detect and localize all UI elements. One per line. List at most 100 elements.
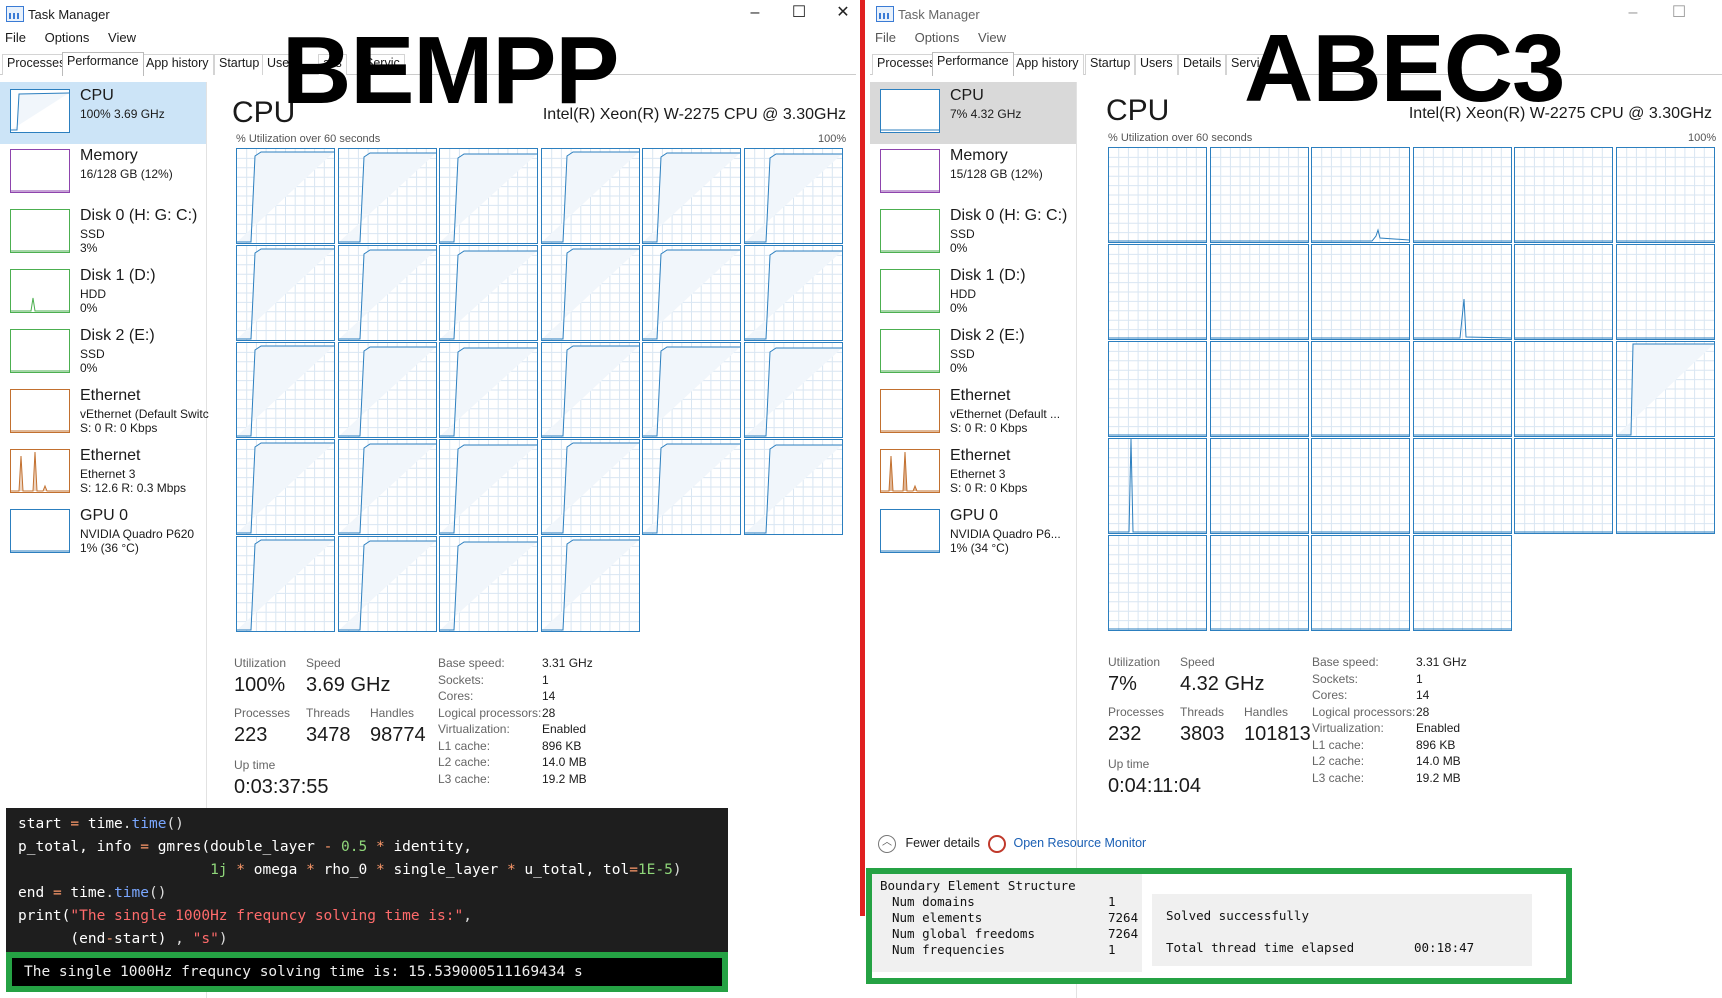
- chevron-up-icon: ︿: [878, 835, 896, 853]
- code-line: end = time.time(): [18, 885, 167, 901]
- structure-panel: Boundary Element Structure Num domains 1 N…: [872, 874, 1142, 972]
- sidebar-item-detail: SSD: [80, 227, 105, 241]
- fewer-details-link[interactable]: ︿ Fewer details: [878, 835, 980, 853]
- tab-users[interactable]: Use: [262, 54, 295, 75]
- tab-services[interactable]: Servic: [360, 54, 405, 75]
- tab-performance[interactable]: Performance: [932, 52, 1014, 76]
- sidebar-item-gpu-0[interactable]: GPU 0 NVIDIA Quadro P620 1% (36 °C): [0, 502, 206, 564]
- resource-sidebar: CPU 7% 4.32 GHz Memory 15/128 GB (12%) Disk …: [870, 82, 1077, 998]
- tab-startup[interactable]: Startup: [214, 54, 265, 75]
- cpu-usage-line: [643, 443, 740, 534]
- maximize-button[interactable]: ☐: [791, 4, 807, 21]
- close-button[interactable]: ✕: [836, 4, 850, 21]
- sidebar-item-cpu[interactable]: CPU 7% 4.32 GHz: [870, 82, 1076, 144]
- cpu-usage-line: [744, 347, 842, 437]
- logical-processor-graph: [642, 245, 741, 341]
- logical-processor-graph: [1615, 244, 1715, 340]
- spec-label: Logical processors:: [438, 705, 542, 720]
- sidebar-item-label: GPU 0: [80, 507, 129, 524]
- sidebar-item-disk-2-e-[interactable]: Disk 2 (E:) SSD 0%: [870, 322, 1076, 384]
- resource-monitor-icon: [988, 835, 1006, 853]
- threads-value: 3803: [1180, 723, 1225, 745]
- solver-status-panel: Solved successfully Total thread time el…: [1152, 894, 1532, 966]
- logical-processor-graph: [1615, 438, 1715, 534]
- sidebar-item-ethernet[interactable]: Ethernet Ethernet 3 S: 12.6 R: 0.3 Mbps: [0, 442, 206, 504]
- fewer-details-label: Fewer details: [905, 836, 980, 851]
- bempp-overlay-label: BEMPP: [282, 17, 619, 124]
- cpu-usage-line: [541, 539, 639, 631]
- menu-file[interactable]: File: [875, 30, 896, 45]
- spec-label: Base speed:: [1312, 655, 1379, 669]
- handles-value: 101813: [1244, 723, 1311, 745]
- structure-row-value: 7264: [1108, 926, 1139, 941]
- tab-startup[interactable]: Startup: [1085, 54, 1136, 75]
- sidebar-item-ethernet[interactable]: Ethernet Ethernet 3 S: 0 R: 0 Kbps: [870, 442, 1076, 504]
- minimize-button[interactable]: –: [750, 4, 760, 21]
- tab-details[interactable]: Details: [1178, 54, 1227, 75]
- menu-file[interactable]: File: [5, 30, 26, 45]
- logical-processor-graph: [1311, 147, 1410, 243]
- spec-label: L2 cache:: [1312, 754, 1365, 768]
- program-output: The single 1000Hz frequncy solving time …: [24, 964, 583, 980]
- sidebar-item-detail: S: 12.6 R: 0.3 Mbps: [80, 481, 187, 495]
- open-resource-monitor-label: Open Resource Monitor: [1013, 836, 1147, 851]
- sidebar-item-detail: SSD: [950, 347, 975, 361]
- logical-processor-graph: [1108, 438, 1207, 534]
- tab-processes[interactable]: Processes: [872, 54, 941, 75]
- spec-value: 14: [542, 689, 556, 703]
- sidebar-item-detail: 15/128 GB (12%): [950, 167, 1043, 181]
- tab-app-history[interactable]: App history: [141, 54, 214, 75]
- sidebar-item-gpu-0[interactable]: GPU 0 NVIDIA Quadro P6... 1% (34 °C): [870, 502, 1076, 564]
- elapsed-label: Total thread time elapsed: [1166, 940, 1355, 955]
- cpu-model: Intel(R) Xeon(R) W-2275 CPU @ 3.30GHz: [1408, 105, 1712, 122]
- cpu-usage-line: [1109, 439, 1206, 533]
- spec-value: 14.0 MB: [542, 755, 587, 769]
- structure-row-value: 1: [1108, 894, 1116, 909]
- menu-options[interactable]: Options: [44, 30, 90, 45]
- tab-users[interactable]: Users: [1135, 54, 1178, 75]
- tab-processes[interactable]: Processes: [2, 54, 71, 75]
- spec-value: 28: [1416, 704, 1430, 719]
- sidebar-item-disk-0-h-g-c-[interactable]: Disk 0 (H: G: C:) SSD 3%: [0, 202, 206, 264]
- tab-strip: Processes Performance App history Startu…: [870, 52, 1722, 76]
- sidebar-item-memory[interactable]: Memory 15/128 GB (12%): [870, 142, 1076, 204]
- logical-processor-graph: [1412, 438, 1512, 534]
- logical-processor-graph: [1209, 535, 1309, 631]
- maximize-button[interactable]: ☐: [1671, 4, 1687, 21]
- sidebar-item-ethernet[interactable]: Ethernet vEthernet (Default Switc S: 0 R: …: [0, 382, 209, 444]
- tab-services[interactable]: Servi: [1226, 54, 1265, 75]
- sidebar-item-detail: 0%: [950, 241, 968, 255]
- sidebar-item-cpu[interactable]: CPU 100% 3.69 GHz: [0, 82, 206, 144]
- cpu-model: Intel(R) Xeon(R) W-2275 CPU @ 3.30GHz: [542, 106, 846, 123]
- logical-processor-graph: [439, 342, 538, 438]
- tab-app-history[interactable]: App history: [1011, 54, 1084, 75]
- cpu-usage-line: [1312, 228, 1409, 242]
- logical-processor-graph: [1108, 147, 1207, 243]
- sidebar-item-label: Ethernet: [80, 447, 141, 464]
- processes-label: Processes: [234, 706, 291, 720]
- logical-processor-graph: [642, 148, 741, 244]
- minimize-button[interactable]: –: [1628, 4, 1638, 21]
- python-code-snippet: start = time.time() p_total, info = gmre…: [6, 808, 728, 952]
- menu-view[interactable]: View: [978, 30, 1006, 45]
- logical-processor-graph: [337, 148, 437, 244]
- menu-options[interactable]: Options: [914, 30, 960, 45]
- open-resource-monitor-link[interactable]: Open Resource Monitor: [988, 835, 1146, 853]
- cpu-usage-line: [338, 152, 436, 243]
- spec-label: Cores:: [438, 689, 474, 703]
- cpu-usage-line: [744, 444, 842, 534]
- logical-processor-graph: [236, 439, 335, 535]
- sidebar-item-disk-0-h-g-c-[interactable]: Disk 0 (H: G: C:) SSD 0%: [870, 202, 1076, 264]
- title-bar: Task Manager – ☐: [870, 0, 1722, 28]
- logical-processor-graph: [743, 148, 843, 244]
- tab-details[interactable]: ails: [318, 54, 347, 75]
- sidebar-item-disk-2-e-[interactable]: Disk 2 (E:) SSD 0%: [0, 322, 206, 384]
- sidebar-item-disk-1-d-[interactable]: Disk 1 (D:) HDD 0%: [870, 262, 1076, 324]
- sidebar-item-ethernet[interactable]: Ethernet vEthernet (Default ... S: 0 R: 0 …: [870, 382, 1076, 444]
- menu-view[interactable]: View: [108, 30, 136, 45]
- tab-performance[interactable]: Performance: [62, 52, 144, 76]
- logical-processor-graph: [236, 148, 335, 244]
- structure-row-label: Num domains: [892, 894, 975, 909]
- sidebar-item-disk-1-d-[interactable]: Disk 1 (D:) HDD 0%: [0, 262, 206, 324]
- sidebar-item-memory[interactable]: Memory 16/128 GB (12%): [0, 142, 206, 204]
